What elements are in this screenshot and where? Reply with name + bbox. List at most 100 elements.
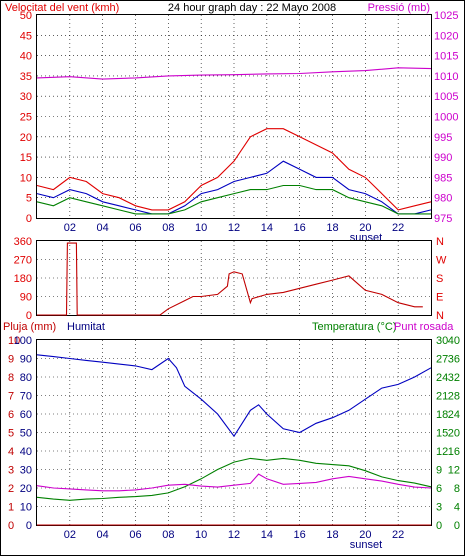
y-tick-label-left: 35 <box>20 71 32 83</box>
y-tick-label-y-right-outer: 4 <box>454 502 460 514</box>
y-tick-label-y-left-outer: 1 <box>8 502 14 514</box>
y-tick-label-y-left-inner: 10 <box>20 502 32 514</box>
y-tick-label-y-right-outer: 40 <box>448 335 460 347</box>
y-tick-label-right: S <box>436 273 443 285</box>
x-axis-3: 02 04 06 08 10 12 14 16 18 20 22 <box>64 529 405 541</box>
y-tick-label-left: 50 <box>20 10 32 22</box>
y-tick-label-right: 1020 <box>434 30 458 42</box>
y-tick-label-y-right-outer: 20 <box>448 428 460 440</box>
y-tick-label-left: 5 <box>26 193 32 205</box>
series-line-0-2 <box>36 184 431 215</box>
y-tick-label-y-right-inner: 12 <box>436 446 448 458</box>
y-tick-label-left: 180 <box>14 273 32 285</box>
x-tick-label: 08 <box>162 529 174 541</box>
x-tick-label: 18 <box>326 529 338 541</box>
sunset-label-3: sunset <box>350 539 382 551</box>
y-tick-label-right: 1025 <box>434 10 458 22</box>
y-tick-label-y-left-inner: 60 <box>20 409 32 421</box>
y-tick-label-y-right-outer: 8 <box>454 483 460 495</box>
x-tick-label: 22 <box>392 222 404 234</box>
y-tick-label-y-left-inner: 80 <box>20 372 32 384</box>
grid-3 <box>37 340 431 525</box>
humidity-temperature-panel: Pluja (mm) Humitat Temperatura (°C) Punt… <box>3 321 460 551</box>
y-tick-label-y-right-outer: 24 <box>448 409 460 421</box>
x-tick-label: 06 <box>129 222 141 234</box>
x-tick-label: 08 <box>162 222 174 234</box>
y-tick-label-right: N <box>436 236 444 248</box>
series-1 <box>36 67 432 215</box>
chart-title: 24 hour graph day : 22 Mayo 2008 <box>168 2 336 14</box>
y-tick-label-y-right-inner: 27 <box>436 354 448 366</box>
x-tick-label: 12 <box>228 529 240 541</box>
y-tick-label-right: 975 <box>434 213 452 225</box>
grid-1 <box>37 15 431 218</box>
y-tick-label-y-right-outer: 28 <box>448 391 460 403</box>
y-tick-label-y-left-inner: 40 <box>20 446 32 458</box>
y-tick-label-right: 995 <box>434 132 452 144</box>
y-tick-label-y-right-inner: 6 <box>436 483 442 495</box>
y-tick-label-y-left-outer: 6 <box>8 409 14 421</box>
y-tick-label-y-left-outer: 5 <box>8 428 14 440</box>
y-tick-label-y-left-outer: 2 <box>8 483 14 495</box>
y-tick-label-right: 1015 <box>434 51 458 63</box>
y-tick-label-left: 0 <box>26 310 32 322</box>
plot-frame-2 <box>36 240 432 316</box>
series-line-0-3 <box>36 67 432 80</box>
y-tick-label-y-left-inner: 0 <box>26 520 32 532</box>
y-tick-label-y-right-inner: 0 <box>436 520 442 532</box>
x-tick-label: 20 <box>359 529 371 541</box>
y-tick-label-y-left-inner: 20 <box>20 483 32 495</box>
series-line-0-0 <box>36 128 432 211</box>
x-tick-label: 04 <box>97 222 109 234</box>
y-tick-label-y-right-inner: 21 <box>436 391 448 403</box>
y-tick-label-y-left-outer: 4 <box>8 446 14 458</box>
x-tick-label: 02 <box>64 529 76 541</box>
series-3 <box>36 354 432 526</box>
y-tick-label-left: 360 <box>14 236 32 248</box>
y-tick-label-left: 25 <box>20 112 32 124</box>
y-tick-label-y-left-outer: 8 <box>8 372 14 384</box>
y-tick-label-y-right-inner: 18 <box>436 409 448 421</box>
y-tick-label-right: 985 <box>434 172 452 184</box>
y-tick-label-left: 90 <box>20 292 32 304</box>
y-tick-label-right: E <box>436 292 443 304</box>
rain-axis-label: Pluja (mm) <box>3 321 56 333</box>
sunset-label-1: sunset <box>350 232 382 244</box>
y-tick-label-left: 45 <box>20 30 32 42</box>
y-tick-label-y-left-outer: 10 <box>8 335 20 347</box>
plot-frame-1 <box>36 14 432 219</box>
y-tick-label-y-right-inner: 15 <box>436 428 448 440</box>
y-tick-label-left: 40 <box>20 51 32 63</box>
y-tick-label-y-left-inner: 100 <box>14 335 32 347</box>
series-line-2-0 <box>36 354 432 438</box>
y-tick-label-right: 980 <box>434 193 452 205</box>
y-axis-left-2: 0 90 180 270 360 <box>14 236 32 322</box>
temperature-axis-label: Temperatura (°C) <box>312 321 396 333</box>
y-tick-label-y-right-inner: 9 <box>436 465 442 477</box>
y-tick-label-left: 270 <box>14 255 32 267</box>
y-tick-label-y-right-inner: 3 <box>436 502 442 514</box>
pressure-axis-label: Pressió (mb) <box>368 2 430 14</box>
x-tick-label: 16 <box>294 529 306 541</box>
y-tick-label-y-left-outer: 3 <box>8 465 14 477</box>
y-tick-label-right: W <box>436 255 447 267</box>
x-tick-label: 18 <box>326 222 338 234</box>
series-line-0-1 <box>36 160 432 215</box>
y-tick-label-y-left-inner: 90 <box>20 354 32 366</box>
y-tick-label-y-right-outer: 16 <box>448 446 460 458</box>
x-tick-label: 06 <box>129 529 141 541</box>
y-tick-label-right: N <box>436 310 444 322</box>
y-tick-label-right: 990 <box>434 152 452 164</box>
y-tick-label-right: 1010 <box>434 71 458 83</box>
y-tick-label-y-left-inner: 50 <box>20 428 32 440</box>
y-tick-label-y-left-outer: 7 <box>8 391 14 403</box>
y-tick-label-y-right-outer: 0 <box>454 520 460 532</box>
y-tick-label-y-right-inner: 30 <box>436 335 448 347</box>
y-tick-label-left: 20 <box>20 132 32 144</box>
y-tick-label-y-left-outer: 0 <box>8 520 14 532</box>
x-tick-label: 02 <box>64 222 76 234</box>
y-tick-label-left: 30 <box>20 91 32 103</box>
series-line-2-2 <box>36 473 432 492</box>
